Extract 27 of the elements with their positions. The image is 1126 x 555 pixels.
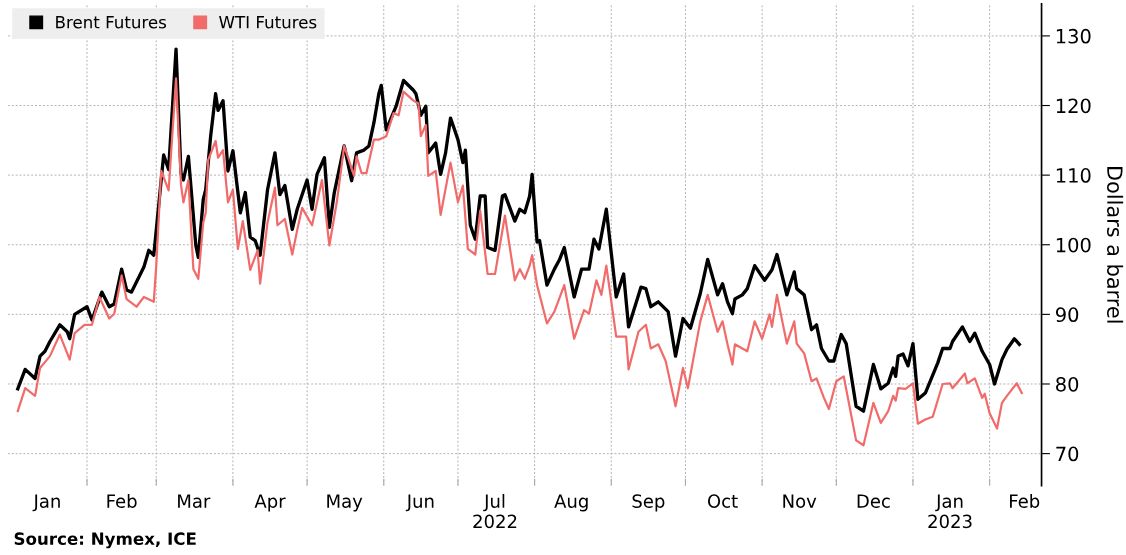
- x-tick-label: Sep: [632, 494, 665, 512]
- legend-label: Brent Futures: [56, 16, 167, 29]
- y-tick-label: 90: [1055, 307, 1079, 323]
- x-tick-label: Aug: [554, 494, 588, 512]
- y-tick-label: 100: [1056, 237, 1091, 253]
- x-tick-label: Apr: [254, 494, 286, 512]
- x-tick-label: Mar: [178, 494, 211, 508]
- x-tick-label: Oct: [707, 494, 738, 508]
- x-tick-label: Jan: [32, 494, 60, 512]
- x-tick-label: Feb: [1010, 493, 1040, 508]
- x-tick-label: Jul 2022: [473, 493, 517, 529]
- line-series: [16, 47, 1021, 413]
- x-tick-label: Jan 2023: [928, 494, 972, 529]
- y-tick-label: 70: [1056, 446, 1079, 462]
- x-tick-label: Jun: [405, 494, 434, 512]
- x-tick-label: Feb: [107, 493, 137, 508]
- legend-label: WTI Futures: [219, 16, 317, 29]
- y-tick-label: 120: [1056, 98, 1091, 114]
- x-tick-label: Dec: [857, 494, 890, 508]
- source-note: Source: Nymex, ICE: [14, 532, 196, 549]
- y-tick-label: 130: [1056, 28, 1091, 44]
- y-tick-label: 80: [1056, 376, 1079, 392]
- x-tick-label: May: [327, 494, 363, 512]
- x-tick-label: Nov: [783, 494, 817, 508]
- y-tick-label: 110: [1056, 168, 1091, 183]
- y-axis-title: Dollars a barrel: [1107, 167, 1124, 323]
- line-series: [16, 77, 1023, 447]
